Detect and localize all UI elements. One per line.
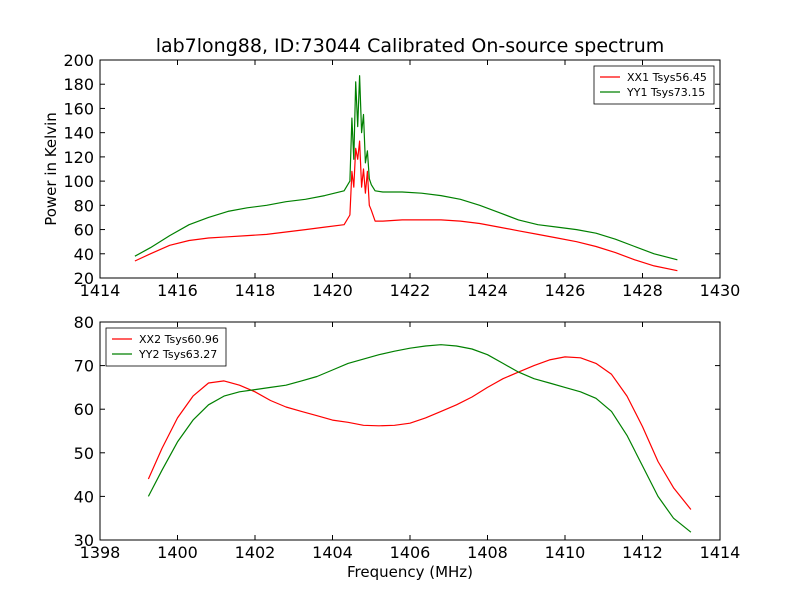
x-axis-label: Frequency (MHz) bbox=[347, 563, 473, 581]
x-tick-label: 1400 bbox=[157, 543, 198, 562]
x-tick-label: 1416 bbox=[157, 281, 198, 300]
y-tick-label: 100 bbox=[63, 172, 94, 191]
legend-box bbox=[593, 65, 715, 105]
y-tick-label: 80 bbox=[74, 196, 94, 215]
top-plot: 1414 1416 1418 1420 1422 1424 1426 1428 1430 20 40… bbox=[63, 51, 740, 300]
legend-label-yy1: YY1 Tsys73.15 bbox=[626, 86, 705, 99]
y-tick-label: 50 bbox=[74, 444, 94, 463]
x-tick-label: 1402 bbox=[235, 543, 276, 562]
x-tick-label: 1398 bbox=[80, 543, 121, 562]
y-tick-label: 180 bbox=[63, 75, 94, 94]
y-tick-label: 80 bbox=[74, 313, 94, 332]
x-tick-label: 1414 bbox=[700, 543, 741, 562]
y-tick-label: 60 bbox=[74, 221, 94, 240]
x-tick-label: 1420 bbox=[312, 281, 353, 300]
bottom-plot: 1398 1400 1402 1404 1406 1408 1410 1412 1414 30 40… bbox=[74, 313, 741, 562]
y-tick-label: 40 bbox=[74, 245, 94, 264]
x-tick-label: 1412 bbox=[622, 543, 663, 562]
legend-label-yy2: YY2 Tsys63.27 bbox=[138, 348, 217, 361]
legend: XX1 Tsys56.45 YY1 Tsys73.15 bbox=[593, 65, 715, 105]
series-line-yy1 bbox=[134, 75, 678, 261]
series-line-xx2 bbox=[147, 356, 692, 510]
y-tick-label: 140 bbox=[63, 124, 94, 143]
x-tick-label: 1424 bbox=[467, 281, 508, 300]
y-tick-label: 160 bbox=[63, 99, 94, 118]
y-tick-label: 120 bbox=[63, 148, 94, 167]
legend: XX2 Tsys60.96 YY2 Tsys63.27 bbox=[105, 327, 227, 367]
x-tick-label: 1404 bbox=[312, 543, 353, 562]
x-tick-label: 1418 bbox=[235, 281, 276, 300]
legend-box bbox=[105, 327, 227, 367]
y-tick-label: 30 bbox=[74, 531, 94, 550]
series-line-xx1 bbox=[134, 140, 678, 272]
y-tick-label: 70 bbox=[74, 357, 94, 376]
y-axis-label: Power in Kelvin bbox=[42, 112, 60, 226]
y-tick-label: 200 bbox=[63, 51, 94, 70]
x-tick-label: 1430 bbox=[700, 281, 741, 300]
x-tick-label: 1406 bbox=[390, 543, 431, 562]
x-tick-label: 1414 bbox=[80, 281, 121, 300]
x-tick-label: 1410 bbox=[545, 543, 586, 562]
x-tick-label: 1422 bbox=[390, 281, 431, 300]
chart-title: lab7long88, ID:73044 Calibrated On-sourc… bbox=[156, 35, 665, 57]
y-tick-label: 20 bbox=[74, 269, 94, 288]
x-tick-label: 1408 bbox=[467, 543, 508, 562]
y-tick-label: 60 bbox=[74, 400, 94, 419]
x-tick-label: 1428 bbox=[622, 281, 663, 300]
legend-label-xx2: XX2 Tsys60.96 bbox=[139, 333, 219, 346]
x-tick-label: 1426 bbox=[545, 281, 586, 300]
y-tick-label: 40 bbox=[74, 487, 94, 506]
legend-label-xx1: XX1 Tsys56.45 bbox=[627, 71, 707, 84]
series-line-yy2 bbox=[147, 344, 692, 533]
